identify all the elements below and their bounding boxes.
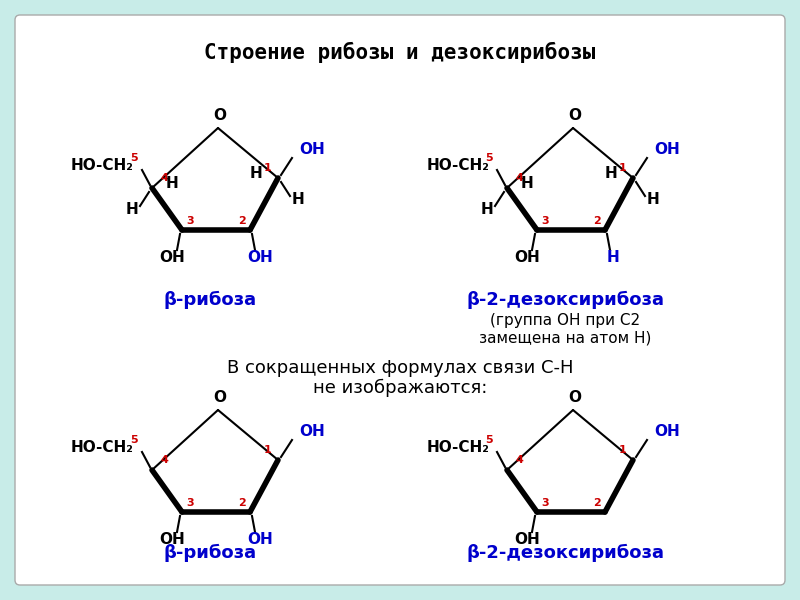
Text: 1: 1 — [264, 445, 272, 455]
Text: Строение рибозы и дезоксирибозы: Строение рибозы и дезоксирибозы — [204, 41, 596, 62]
Text: 5: 5 — [485, 153, 493, 163]
Text: H: H — [521, 176, 534, 191]
Text: HO-CH₂: HO-CH₂ — [71, 440, 134, 455]
Text: 1: 1 — [264, 163, 272, 173]
Text: 2: 2 — [238, 216, 246, 226]
Text: OH: OH — [299, 425, 325, 439]
Text: O: O — [214, 389, 226, 404]
Text: HO-CH₂: HO-CH₂ — [71, 158, 134, 173]
Text: H: H — [166, 176, 178, 191]
Text: OH: OH — [159, 250, 185, 265]
Text: 5: 5 — [130, 435, 138, 445]
Text: 2: 2 — [593, 216, 601, 226]
Text: O: O — [214, 107, 226, 122]
Text: O: O — [569, 107, 582, 122]
Text: OH: OH — [247, 250, 273, 265]
Text: 2: 2 — [238, 498, 246, 508]
Text: β-рибоза: β-рибоза — [163, 544, 257, 562]
Text: (группа ОН при С2: (группа ОН при С2 — [490, 313, 640, 328]
Text: 1: 1 — [619, 163, 627, 173]
Text: HO-CH₂: HO-CH₂ — [426, 158, 489, 173]
FancyBboxPatch shape — [15, 15, 785, 585]
Text: H: H — [250, 166, 262, 181]
Text: O: O — [569, 389, 582, 404]
Text: OH: OH — [654, 142, 680, 157]
Text: 4: 4 — [160, 455, 168, 465]
Text: H: H — [606, 250, 619, 265]
Text: H: H — [292, 193, 304, 208]
Text: H: H — [126, 202, 138, 217]
Text: 5: 5 — [130, 153, 138, 163]
Text: OH: OH — [299, 142, 325, 157]
Text: OH: OH — [654, 425, 680, 439]
Text: 4: 4 — [515, 173, 523, 183]
Text: 5: 5 — [485, 435, 493, 445]
Text: β-2-дезоксирибоза: β-2-дезоксирибоза — [466, 544, 664, 562]
Text: 2: 2 — [593, 498, 601, 508]
Text: 3: 3 — [186, 498, 194, 508]
Text: 4: 4 — [160, 173, 168, 183]
Text: не изображаются:: не изображаются: — [313, 379, 487, 397]
Text: 1: 1 — [619, 445, 627, 455]
Text: В сокращенных формулах связи С-Н: В сокращенных формулах связи С-Н — [226, 359, 574, 377]
Text: H: H — [605, 166, 618, 181]
Text: 3: 3 — [186, 216, 194, 226]
Text: HO-CH₂: HO-CH₂ — [426, 440, 489, 455]
Text: OH: OH — [514, 250, 540, 265]
Text: 4: 4 — [515, 455, 523, 465]
Text: 3: 3 — [541, 216, 549, 226]
Text: β-рибоза: β-рибоза — [163, 291, 257, 309]
Text: OH: OH — [159, 532, 185, 547]
Text: OH: OH — [514, 532, 540, 547]
Text: 3: 3 — [541, 498, 549, 508]
Text: H: H — [646, 193, 659, 208]
Text: β-2-дезоксирибоза: β-2-дезоксирибоза — [466, 291, 664, 309]
Text: H: H — [481, 202, 494, 217]
Text: замещена на атом Н): замещена на атом Н) — [479, 331, 651, 346]
Text: OH: OH — [247, 532, 273, 547]
